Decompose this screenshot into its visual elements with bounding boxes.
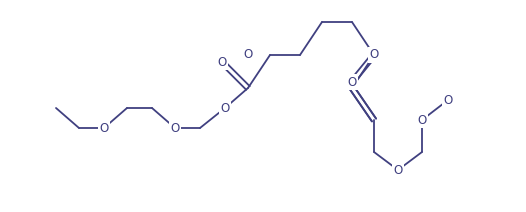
Text: O: O <box>417 113 427 127</box>
Text: O: O <box>99 121 109 134</box>
Text: O: O <box>220 102 230 114</box>
Text: O: O <box>217 56 227 68</box>
Text: O: O <box>347 75 357 88</box>
Text: O: O <box>443 93 453 106</box>
Text: O: O <box>369 49 379 61</box>
Text: O: O <box>393 163 402 177</box>
Text: O: O <box>170 121 179 134</box>
Text: O: O <box>244 49 252 61</box>
